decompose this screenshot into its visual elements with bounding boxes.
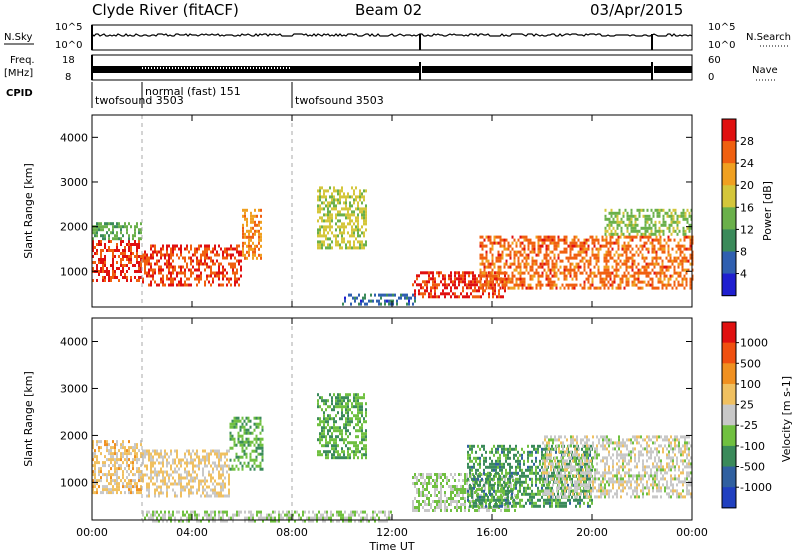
scatter-region — [242, 208, 262, 260]
scatter-region — [479, 235, 694, 290]
colorbar-segment — [722, 383, 736, 406]
colorbar-segment — [722, 141, 736, 164]
x-tick-label: 00:00 — [676, 526, 708, 539]
colorbar-tick-label: 25 — [740, 399, 754, 412]
scatter-region — [142, 449, 230, 498]
scatter-region — [229, 416, 264, 471]
colorbar-tick-label: -25 — [740, 419, 758, 432]
colorbar-tick-label: 16 — [740, 201, 754, 214]
x-tick-label: 16:00 — [476, 526, 508, 539]
scatter-region — [142, 244, 242, 287]
colorbar-segment — [722, 251, 736, 275]
velocity-cbar-label: Velocity [m s-1] — [780, 376, 793, 462]
x-tick-label: 04:00 — [176, 526, 208, 539]
colorbar-tick-label: 500 — [740, 357, 761, 370]
colorbar-tick-label: 100 — [740, 378, 761, 391]
x-tick-label: 08:00 — [276, 526, 308, 539]
colorbar-segment — [722, 404, 736, 426]
colorbar-tick-label: 24 — [740, 157, 754, 170]
colorbar-segment — [722, 229, 736, 252]
nsearch-tick-bottom: 10^0 — [708, 40, 735, 51]
nsky-label: N.Sky — [4, 32, 32, 43]
scatter-region — [317, 186, 367, 250]
colorbar-tick-label: 1000 — [740, 337, 768, 350]
cpid-segment-label: normal (fast) 151 — [145, 85, 241, 98]
nave-tick-bottom: 0 — [708, 72, 714, 83]
scatter-region — [342, 293, 416, 306]
y-tick-label: 3000 — [60, 176, 88, 189]
beam-title: Beam 02 — [355, 1, 422, 19]
colorbar-tick-label: -500 — [740, 461, 765, 474]
colorbar-segment — [722, 425, 736, 447]
velocity-panel: 1000 2000 3000 4000 Slant Range [km] 1000 50… — [22, 317, 793, 523]
scatter-region — [604, 208, 693, 236]
freq-strip: Freq. [MHz] 18 8 60 0 Nave — [4, 54, 778, 83]
y-tick-label: 2000 — [60, 429, 88, 442]
date-title: 03/Apr/2015 — [590, 1, 683, 19]
freq-tick-top: 18 — [62, 55, 75, 66]
scatter-region — [142, 510, 392, 523]
scatter-region — [542, 435, 692, 499]
power-ylabel: Slant Range [km] — [22, 163, 35, 259]
y-tick-label: 2000 — [60, 221, 88, 234]
nave-tick-top: 60 — [708, 55, 721, 66]
colorbar-segment — [722, 342, 736, 364]
nave-label: Nave — [752, 65, 778, 76]
colorbar-segment — [722, 185, 736, 208]
colorbar-tick-label: 12 — [740, 223, 754, 236]
colorbar-segment — [722, 119, 736, 142]
colorbar-segment — [722, 466, 736, 488]
station-title: Clyde River (fitACF) — [92, 1, 239, 19]
power-panel: 1000 2000 3000 4000 Slant Range [km] 4 8 12 16… — [22, 114, 774, 308]
freq-label: Freq. — [10, 55, 35, 66]
colorbar-tick-label: 8 — [740, 245, 747, 258]
colorbar-segment — [722, 207, 736, 230]
x-tick-label: 12:00 — [376, 526, 408, 539]
cpid-segment-label: twofsound 3503 — [295, 94, 384, 107]
freq-unit: [MHz] — [4, 68, 33, 79]
y-tick-label: 4000 — [60, 131, 88, 144]
cpid-segment-label: twofsound 3503 — [95, 94, 184, 107]
x-tick-label: 20:00 — [576, 526, 608, 539]
scatter-region — [317, 393, 367, 460]
colorbar-tick-label: 20 — [740, 179, 754, 192]
x-tick-label: 00:00 — [76, 526, 108, 539]
nsearch-label: N.Search — [746, 32, 791, 43]
scatter-region — [92, 440, 142, 495]
colorbar-segment — [722, 445, 736, 468]
colorbar-segment — [722, 363, 736, 385]
nsky-strip: N.Sky 10^5 10^0 10^5 10^0 N.Search — [4, 22, 791, 51]
colorbar-segment — [722, 163, 736, 186]
power-cbar-label: Power [dB] — [761, 181, 774, 241]
colorbar-tick-label: 28 — [740, 135, 754, 148]
colorbar-tick-label: 4 — [740, 268, 747, 281]
y-tick-label: 3000 — [60, 382, 88, 395]
cpid-label: CPID — [6, 88, 33, 99]
colorbar-segment — [722, 487, 736, 509]
x-axis-label: Time UT — [368, 540, 414, 553]
nsky-tick-bottom: 10^0 — [55, 40, 82, 51]
y-tick-label: 4000 — [60, 335, 88, 348]
colorbar-segment — [722, 273, 736, 297]
y-tick-label: 1000 — [60, 476, 88, 489]
freq-tick-bottom: 8 — [65, 72, 71, 83]
y-tick-label: 1000 — [60, 265, 88, 278]
velocity-ylabel: Slant Range [km] — [22, 371, 35, 467]
nsky-tick-top: 10^5 — [55, 22, 82, 33]
colorbar-tick-label: -1000 — [740, 481, 772, 494]
nsearch-tick-top: 10^5 — [708, 22, 735, 33]
scatter-region — [92, 222, 142, 241]
colorbar-segment — [722, 322, 736, 344]
colorbar-tick-label: -100 — [740, 440, 765, 453]
